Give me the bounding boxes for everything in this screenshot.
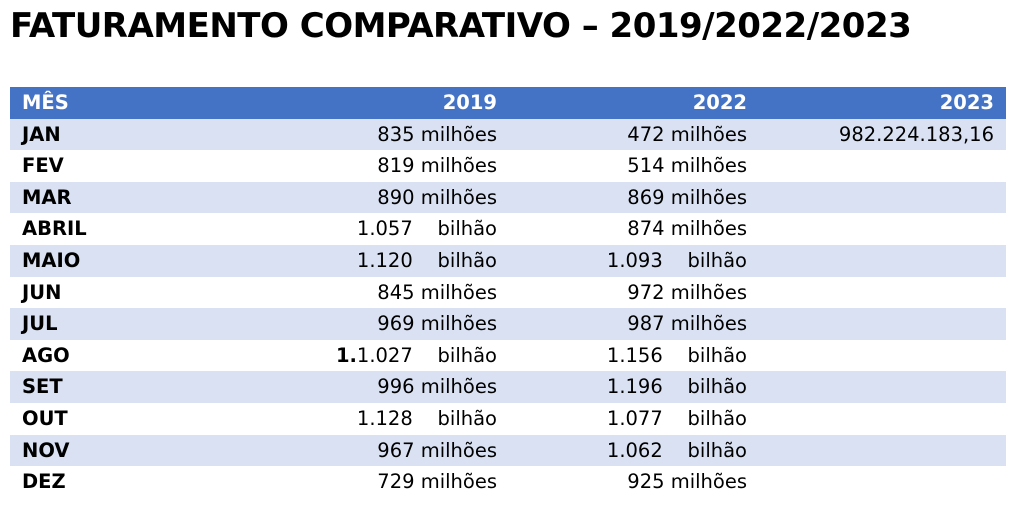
value-2023-cell: 982.224.183,16: [759, 118, 1006, 151]
value-2023-cell: [759, 244, 1006, 277]
month-cell: FEV: [10, 150, 260, 182]
value-2022-cell: 1.196 bilhão: [509, 371, 759, 403]
table-row: NOV 967 milhões 1.062 bilhão: [10, 434, 1006, 467]
value-2019-cell: 890 milhões: [260, 181, 509, 214]
value-2022-cell: 1.093 bilhão: [509, 244, 759, 277]
header-2023: 2023: [759, 87, 1006, 119]
month-cell: AGO: [10, 339, 260, 372]
table-row: JAN 835 milhões 472 milhões 982.224.183,16: [10, 118, 1006, 151]
value-2019-cell: 1.1.027 bilhão: [260, 339, 509, 372]
table-row: FEV 819 milhões 514 milhões: [10, 150, 1006, 182]
table-row: AGO 1.1.027 bilhão 1.156 bilhão: [10, 339, 1006, 372]
value-2019-cell: 1.057 bilhão: [260, 213, 509, 245]
month-cell: MAIO: [10, 244, 260, 277]
header-2019: 2019: [260, 87, 509, 119]
value-2023-cell: [759, 434, 1006, 467]
month-cell: JUL: [10, 308, 260, 340]
page-title: FATURAMENTO COMPARATIVO – 2019/2022/2023: [10, 6, 912, 46]
value-2019-cell: 967 milhões: [260, 434, 509, 467]
value-2023-cell: [759, 466, 1006, 498]
month-cell: DEZ: [10, 466, 260, 498]
table-row: SET 996 milhões 1.196 bilhão: [10, 371, 1006, 403]
value-2022-cell: 1.156 bilhão: [509, 339, 759, 372]
value-2022-cell: 1.077 bilhão: [509, 402, 759, 435]
value-2022-cell: 514 milhões: [509, 150, 759, 182]
table-row: MAR 890 milhões 869 milhões: [10, 181, 1006, 214]
value-2019-cell: 729 milhões: [260, 466, 509, 498]
month-cell: JUN: [10, 276, 260, 309]
value-2019-cell: 1.120 bilhão: [260, 244, 509, 277]
value-2022-cell: 874 milhões: [509, 213, 759, 245]
value-2019-prefix: 1.: [335, 343, 357, 367]
value-2023-cell: [759, 308, 1006, 340]
value-2019-cell: 1.128 bilhão: [260, 402, 509, 435]
value-2022-cell: 869 milhões: [509, 181, 759, 214]
month-cell: JAN: [10, 118, 260, 151]
value-2019-cell: 819 milhões: [260, 150, 509, 182]
value-2023-cell: [759, 371, 1006, 403]
month-cell: OUT: [10, 402, 260, 435]
table-header-row: MÊS 2019 2022 2023: [10, 87, 1006, 119]
revenue-table: MÊS 2019 2022 2023 JAN 835 milhões 472 mil…: [10, 87, 1006, 498]
value-2019-cell: 996 milhões: [260, 371, 509, 403]
table-row: ABRIL 1.057 bilhão 874 milhões: [10, 213, 1006, 245]
value-2023-cell: [759, 181, 1006, 214]
value-2023-cell: [759, 339, 1006, 372]
month-cell: NOV: [10, 434, 260, 467]
header-mes: MÊS: [10, 87, 260, 119]
value-2023-cell: [759, 213, 1006, 245]
value-2019-cell: 835 milhões: [260, 118, 509, 151]
value-2019-cell: 969 milhões: [260, 308, 509, 340]
value-2022-cell: 1.062 bilhão: [509, 434, 759, 467]
value-2022-cell: 972 milhões: [509, 276, 759, 309]
table-row: MAIO 1.120 bilhão 1.093 bilhão: [10, 244, 1006, 277]
table-row: JUN 845 milhões 972 milhões: [10, 276, 1006, 309]
value-2022-cell: 987 milhões: [509, 308, 759, 340]
table-row: OUT 1.128 bilhão 1.077 bilhão: [10, 402, 1006, 435]
value-2022-cell: 472 milhões: [509, 118, 759, 151]
month-cell: MAR: [10, 181, 260, 214]
month-cell: ABRIL: [10, 213, 260, 245]
month-cell: SET: [10, 371, 260, 403]
table-body: JAN 835 milhões 472 milhões 982.224.183,16 F…: [10, 118, 1006, 498]
value-2023-cell: [759, 276, 1006, 309]
value-2019-text: 1.027 bilhão: [356, 343, 497, 367]
value-2022-cell: 925 milhões: [509, 466, 759, 498]
value-2019-cell: 845 milhões: [260, 276, 509, 309]
value-2023-cell: [759, 150, 1006, 182]
value-2023-cell: [759, 402, 1006, 435]
table-row: DEZ 729 milhões 925 milhões: [10, 466, 1006, 498]
header-2022: 2022: [509, 87, 759, 119]
table-row: JUL 969 milhões 987 milhões: [10, 308, 1006, 340]
